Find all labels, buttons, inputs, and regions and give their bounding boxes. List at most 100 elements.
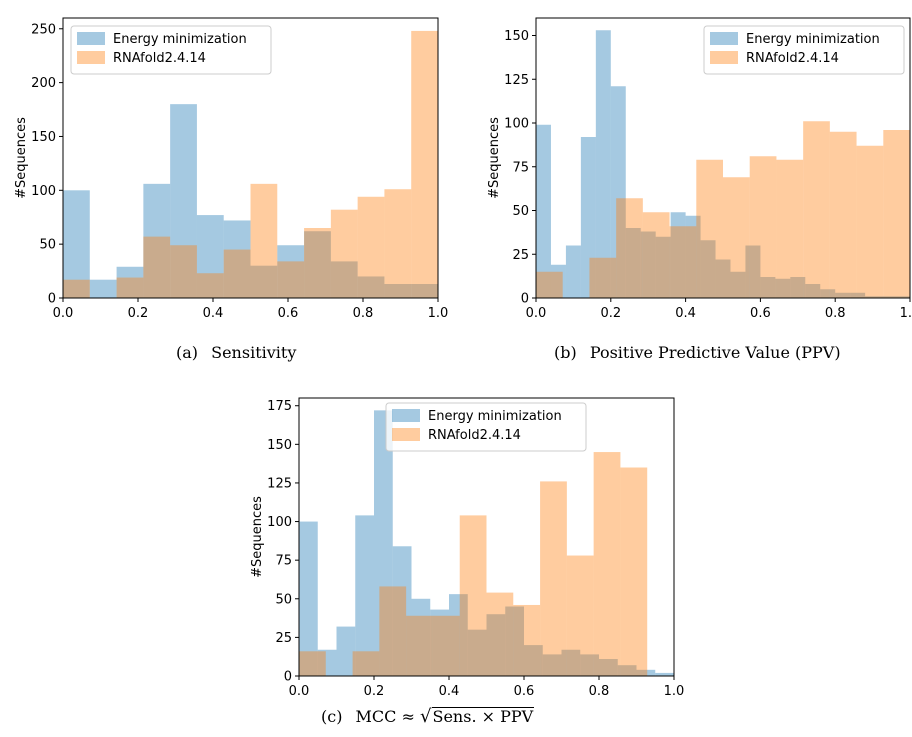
histogram-bar — [715, 259, 731, 298]
histogram-bar — [850, 292, 866, 298]
histogram-bar — [196, 273, 224, 298]
histogram-bar — [330, 261, 358, 298]
y-tick-label: 150 — [31, 130, 56, 145]
x-tick-label: 0.6 — [750, 306, 771, 321]
histogram-bar — [580, 654, 599, 676]
legend-box — [703, 25, 905, 75]
plot-frame — [62, 17, 439, 299]
histogram-bar — [384, 189, 412, 298]
histogram-bar — [616, 198, 643, 298]
histogram-bar — [250, 183, 278, 298]
histogram-bar — [467, 629, 487, 676]
histogram-bar — [580, 137, 596, 298]
y-tick-label: 100 — [504, 117, 529, 132]
caption-a: (a) Sensitivity — [176, 343, 296, 362]
histogram-bar — [384, 284, 412, 298]
histogram-bar — [170, 104, 197, 299]
y-tick-label: 150 — [504, 29, 529, 44]
caption-c-label: (c) — [321, 707, 343, 726]
histogram-bar — [566, 555, 594, 676]
histogram-bar — [700, 240, 716, 298]
legend-label: RNAfold2.4.14 — [113, 51, 206, 66]
histogram-bar — [486, 592, 514, 676]
histogram-bar — [540, 481, 567, 676]
y-tick-label: 0 — [48, 292, 56, 307]
series-energy-minimization-bars — [536, 30, 910, 298]
y-tick-label: 0 — [284, 670, 292, 685]
legend-box — [70, 25, 272, 75]
histogram-bar — [829, 131, 857, 298]
histogram-bar — [432, 615, 460, 676]
histogram-bar — [805, 284, 821, 298]
series-rnafold-bars — [63, 30, 438, 298]
legend-label: RNAfold2.4.14 — [746, 51, 839, 66]
histogram-bar — [196, 215, 224, 298]
x-tick-label: 0.2 — [600, 306, 621, 321]
histogram-bar — [536, 124, 551, 298]
histogram-bar — [374, 410, 393, 676]
histogram-bar — [636, 669, 656, 676]
sqrt-icon: √ — [420, 706, 432, 727]
x-tick-label: 0.8 — [353, 306, 374, 321]
y-axis-label: #Sequences — [487, 117, 502, 199]
caption-b-label: (b) — [554, 343, 577, 362]
x-tick-label: 1.0 — [428, 306, 449, 321]
caption-c-text: MCC — [355, 707, 397, 726]
chart-3: 0 25 50 75 100 125 150 175 0.0 0.2 0.4 0.6 0.8 1.0 #Se… — [250, 397, 685, 699]
histogram-bar — [745, 245, 761, 298]
y-tick-label: 50 — [275, 592, 292, 607]
series-rnafold-bars — [536, 121, 910, 298]
histogram-bar — [589, 257, 617, 298]
histogram-bar — [411, 284, 438, 298]
x-tick-label: 1.0 — [900, 306, 912, 321]
y-tick-label: 250 — [31, 22, 56, 37]
legend-label: Energy minimization — [113, 32, 247, 47]
series-rnafold-bars — [299, 452, 648, 676]
caption-a-text: Sensitivity — [211, 343, 297, 362]
legend-swatch — [710, 32, 738, 45]
histogram-bar — [749, 156, 777, 298]
caption-c-approx: ≈ — [401, 707, 415, 726]
legend-swatch — [710, 51, 738, 64]
legend-swatch — [392, 428, 420, 441]
x-tick-label: 0.2 — [364, 684, 385, 699]
x-tick-label: 1.0 — [664, 684, 685, 699]
histogram-bar — [835, 292, 851, 298]
histogram-bar — [655, 672, 674, 676]
plot-frame — [298, 397, 675, 677]
histogram-bar — [336, 626, 356, 676]
legend-label: Energy minimization — [428, 409, 562, 424]
histogram-bar — [723, 177, 750, 298]
histogram-bar — [642, 212, 670, 298]
histogram-bar — [670, 212, 686, 298]
legend: Energy minimization RNAfold2.4.14 — [385, 402, 587, 452]
histogram-bar — [625, 228, 641, 298]
histogram-bar — [883, 130, 910, 298]
histogram-bar — [536, 271, 563, 298]
caption-b: (b) Positive Predictive Value (PPV) — [554, 343, 841, 362]
histogram-bar — [357, 276, 385, 298]
histogram-bar — [379, 586, 407, 676]
histogram-bar — [775, 278, 791, 298]
x-tick-label: 0.6 — [278, 306, 299, 321]
histogram-bar — [524, 645, 543, 676]
y-tick-label: 125 — [267, 476, 292, 491]
histogram-bar — [430, 609, 449, 676]
histogram-bar — [170, 245, 197, 298]
histogram-bar — [223, 249, 251, 298]
histogram-bar — [669, 226, 697, 298]
x-tick-label: 0.8 — [825, 306, 846, 321]
legend-swatch — [77, 32, 105, 45]
histogram-bar — [640, 231, 656, 298]
histogram-bar — [352, 651, 380, 676]
plot-frame — [535, 17, 911, 299]
histogram-bar — [620, 467, 648, 676]
histogram-bar — [277, 245, 305, 298]
histogram-bar — [63, 279, 90, 298]
histogram-bar — [561, 649, 581, 676]
histogram-bar — [760, 277, 776, 298]
series-energy-minimization-bars — [63, 104, 438, 299]
histogram-bar — [550, 264, 566, 298]
histogram-bar — [595, 30, 611, 298]
